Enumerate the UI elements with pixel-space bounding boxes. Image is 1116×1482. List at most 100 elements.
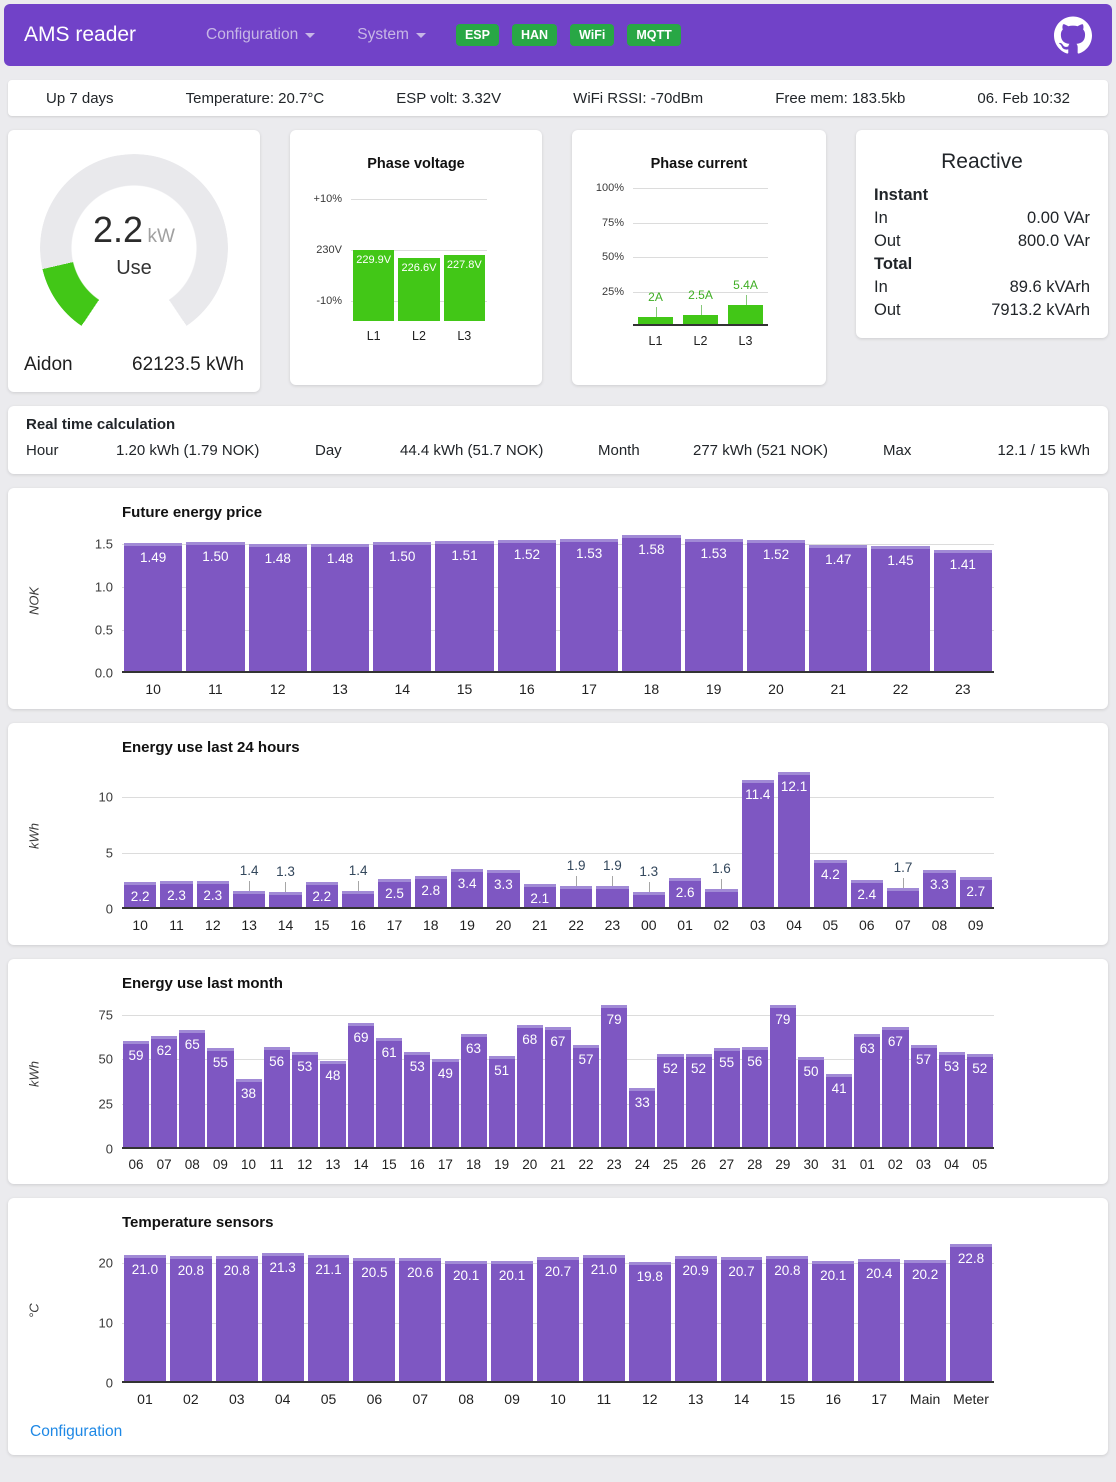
bar-cell-17: 20.4 bbox=[856, 1241, 902, 1381]
bar-cell-22: 1.9 bbox=[558, 766, 594, 907]
bar-last24-10: 2.2 bbox=[124, 882, 157, 907]
bar-month-22: 57 bbox=[573, 1044, 600, 1147]
bar-value-label: 2.2 bbox=[312, 889, 332, 905]
chart-title: Energy use last 24 hours bbox=[122, 739, 300, 756]
bar-month-23: 79 bbox=[601, 1005, 628, 1147]
x-tick-label: L3 bbox=[738, 334, 753, 348]
bar-price-16: 1.52 bbox=[497, 540, 556, 671]
bar-cell-12: 2.3 bbox=[195, 766, 231, 907]
bar-value-label: 1.48 bbox=[326, 550, 354, 566]
bar-value-label: 20.8 bbox=[774, 1263, 801, 1279]
x-tick-label: 04 bbox=[944, 1157, 960, 1172]
x-tick-label: 11 bbox=[169, 917, 184, 933]
bars-area: 2A 2.5A 5.4A bbox=[633, 188, 768, 324]
bar-cell-05: 21.1 bbox=[306, 1241, 352, 1381]
chart-last24: 0 5 10 kWh 2.2 2.3 2.3 1.4 1.3 2.2 1.4 2.5 2.8 3.4 3.3… bbox=[27, 766, 994, 917]
gridline bbox=[633, 222, 768, 224]
bar-value-label: 2.7 bbox=[966, 883, 986, 899]
x-tick-label: 03 bbox=[749, 917, 766, 933]
x-tick-label: 19 bbox=[494, 1157, 510, 1172]
configuration-link[interactable]: Configuration bbox=[30, 1423, 123, 1440]
x-tick-label: Main bbox=[909, 1391, 941, 1407]
github-link[interactable] bbox=[1054, 16, 1092, 54]
status-item-5: 06. Feb 10:32 bbox=[977, 89, 1070, 107]
badge-han: HAN bbox=[511, 24, 558, 46]
bar-month-29: 79 bbox=[769, 1005, 796, 1147]
bar-value-label: 2.3 bbox=[167, 888, 186, 904]
x-tick-label: 09 bbox=[212, 1157, 228, 1172]
bar-value-label: 67 bbox=[550, 1033, 566, 1049]
reactive-section-instant: Instant bbox=[874, 186, 929, 204]
bar-temp-15: 20.8 bbox=[766, 1256, 809, 1381]
power-gauge-card: 2.2 kW Use Aidon 62123.5 kWh bbox=[8, 130, 260, 392]
nav-configuration-label: Configuration bbox=[206, 26, 299, 43]
bar-cell-18: 2.8 bbox=[413, 766, 449, 907]
bar-month-06: 59 bbox=[123, 1041, 150, 1147]
x-tick-label: 28 bbox=[747, 1157, 763, 1172]
chevron-down-icon bbox=[305, 32, 316, 38]
bar-cell-02: 1.6 bbox=[703, 766, 739, 907]
bar-temp-13: 20.9 bbox=[674, 1255, 717, 1381]
reactive-row: Out 7913.2 kVArh bbox=[874, 299, 1090, 322]
bar-value-label: 79 bbox=[775, 1012, 791, 1028]
x-tick-label: 12 bbox=[269, 681, 286, 697]
x-tick-label: 07 bbox=[895, 917, 911, 933]
bar-value-label: 1.52 bbox=[513, 547, 540, 563]
bar-value-label: 20.2 bbox=[911, 1266, 939, 1282]
x-tick-label: 15 bbox=[456, 681, 473, 697]
x-axis-labels: L1 L2 L3 bbox=[633, 334, 768, 348]
bar-cell-03: 20.8 bbox=[214, 1241, 260, 1381]
x-tick-label: 07 bbox=[156, 1157, 172, 1172]
x-tick-label: L1 bbox=[366, 329, 381, 343]
bar-last24-23 bbox=[596, 885, 629, 907]
bar-value-label: 56 bbox=[747, 1053, 763, 1069]
x-tick-label: 07 bbox=[412, 1391, 429, 1407]
nav-configuration-menu[interactable]: Configuration bbox=[206, 26, 316, 44]
chart-phase-voltage: +10% 230V -10% 229.9V 226.6V 227.8V bbox=[314, 188, 487, 321]
bar-cell-12: 53 bbox=[291, 1002, 319, 1147]
x-tick-label: 13 bbox=[325, 1157, 341, 1172]
bar-last24-18: 2.8 bbox=[414, 875, 447, 907]
bar-temp-04: 21.3 bbox=[261, 1253, 304, 1381]
bar-month-09: 55 bbox=[207, 1048, 234, 1147]
bar-month-02: 67 bbox=[882, 1026, 909, 1147]
bar-value-label: 20.6 bbox=[407, 1264, 434, 1280]
x-axis-labels: 01 02 03 04 05 06 07 08 09 10 11 12 13 14 15 16 17 Main Me… bbox=[122, 1391, 994, 1407]
bar-cell-12: 19.8 bbox=[627, 1241, 673, 1381]
nav-system-menu[interactable]: System bbox=[357, 26, 426, 44]
bar-cell-14: 1.50 bbox=[371, 531, 433, 671]
bar-cell-15: 61 bbox=[375, 1002, 403, 1147]
y-tick-label: 25 bbox=[98, 1096, 113, 1112]
x-tick-label: 13 bbox=[332, 681, 348, 697]
bar-cell-19: 1.53 bbox=[683, 531, 745, 671]
y-tick-label: 0 bbox=[105, 1141, 113, 1157]
label-connector bbox=[249, 881, 251, 892]
bar-phase_voltage-L3: 227.8V bbox=[443, 254, 485, 321]
bar-value-label: 1.6 bbox=[712, 861, 731, 877]
bar-cell-23: 79 bbox=[600, 1002, 628, 1147]
bar-last24-14 bbox=[269, 892, 302, 907]
bar-month-01: 63 bbox=[854, 1034, 881, 1147]
bar-phase_current-L3 bbox=[728, 305, 763, 324]
x-tick-label: 15 bbox=[314, 917, 330, 933]
bar-value-label: 1.49 bbox=[140, 549, 167, 565]
meter-total: 62123.5 kWh bbox=[132, 354, 244, 375]
bar-value-label: 51 bbox=[494, 1062, 510, 1078]
bar-value-label: 50 bbox=[803, 1064, 819, 1080]
status-item-3: WiFi RSSI: -70dBm bbox=[573, 89, 704, 107]
bar-cell-13: 48 bbox=[319, 1002, 347, 1147]
bar-temp-01: 21.0 bbox=[124, 1255, 166, 1381]
bar-cell-L2: 2.5A bbox=[678, 188, 723, 324]
bar-month-20: 68 bbox=[516, 1025, 543, 1147]
bar-month-15: 61 bbox=[376, 1037, 403, 1147]
status-bar: Up 7 days Temperature: 20.7°C ESP volt: 3.… bbox=[8, 80, 1108, 116]
x-tick-label: 05 bbox=[972, 1157, 988, 1172]
x-tick-label: 18 bbox=[423, 917, 439, 933]
bar-cell-L2: 226.6V bbox=[396, 188, 441, 321]
bar-cell-18: 63 bbox=[460, 1002, 488, 1147]
bar-value-label: 2.4 bbox=[857, 887, 877, 903]
x-tick-label: 31 bbox=[831, 1157, 847, 1172]
realtime-values: Hour 1.20 kWh (1.79 NOK) Day 44.4 kWh (51.7… bbox=[26, 442, 1090, 459]
bar-temp-06: 20.5 bbox=[353, 1258, 396, 1381]
realtime-value-hour: 1.20 kWh (1.79 NOK) bbox=[116, 442, 260, 459]
